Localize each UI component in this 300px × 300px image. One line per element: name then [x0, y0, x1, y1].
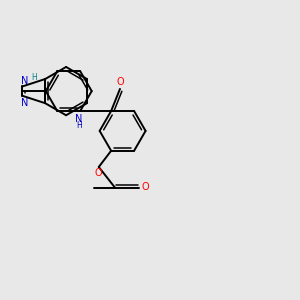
Text: O: O [142, 182, 149, 192]
Text: O: O [117, 77, 124, 87]
Text: H: H [76, 121, 82, 130]
Text: N: N [21, 98, 28, 108]
Text: H: H [32, 73, 38, 82]
Text: O: O [94, 168, 102, 178]
Text: N: N [22, 76, 29, 85]
Text: N: N [75, 114, 82, 124]
